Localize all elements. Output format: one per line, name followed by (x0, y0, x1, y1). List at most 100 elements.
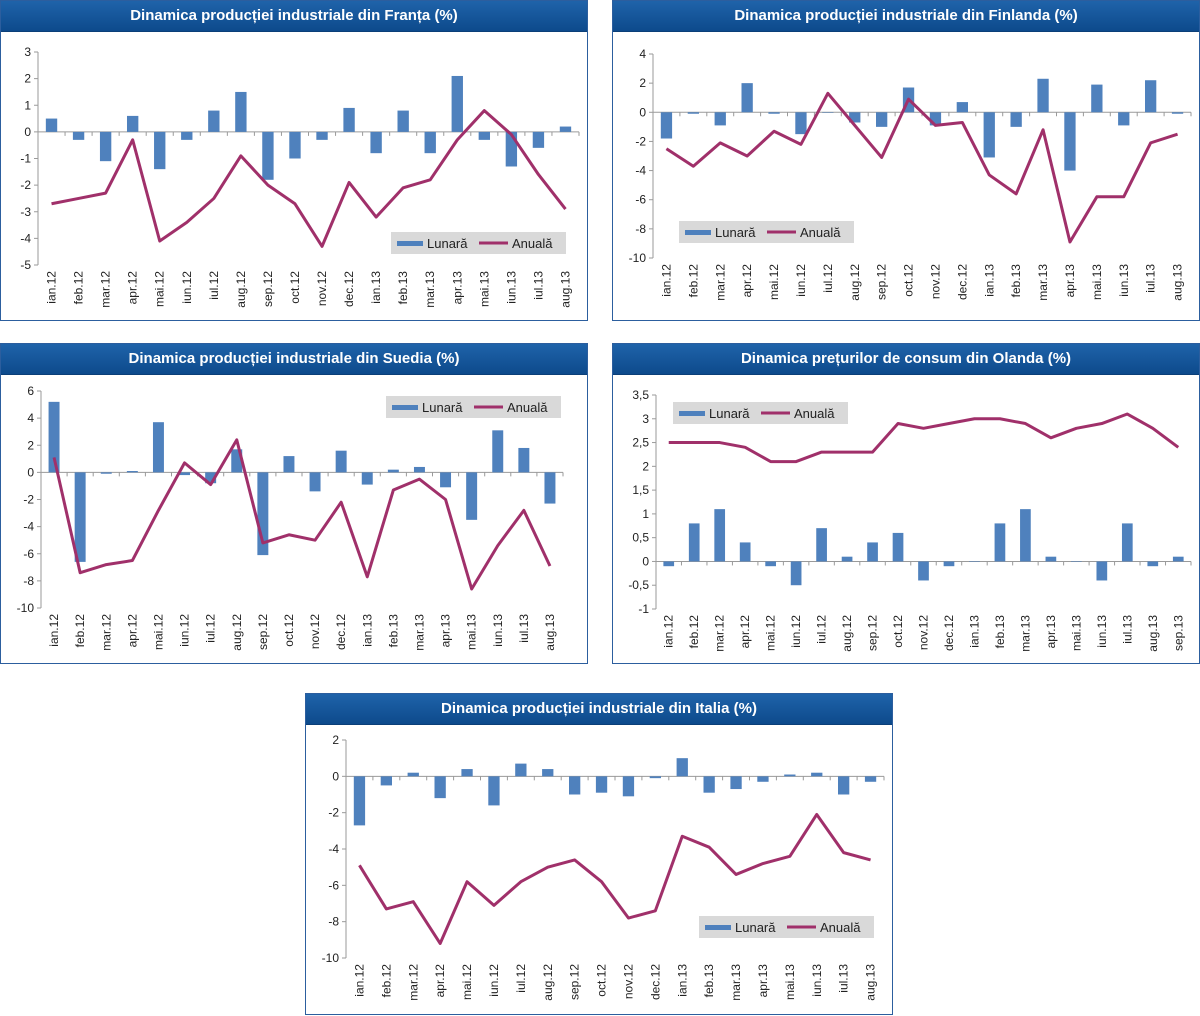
bar-lunara (451, 75, 463, 132)
x-tick-label: feb.12 (686, 264, 700, 298)
y-tick-label: -4 (635, 164, 646, 178)
bar-lunara (461, 769, 473, 777)
bar-lunara (353, 776, 366, 826)
x-tick-label: sep.12 (261, 271, 275, 307)
x-tick-label: mai.13 (465, 614, 479, 650)
bar-lunara (660, 112, 673, 139)
bar-lunara (542, 769, 554, 777)
y-tick-label: -10 (629, 251, 647, 265)
bar-lunara (714, 112, 726, 126)
x-tick-label: ian.12 (352, 964, 366, 997)
x-tick-label: iul.13 (517, 614, 531, 643)
legend-label-lunara: Lunară (715, 225, 756, 240)
bar-lunara (126, 471, 138, 473)
bar-lunara (413, 466, 425, 473)
y-tick-label: 6 (27, 384, 34, 398)
x-tick-label: iul.13 (1120, 615, 1134, 644)
bar-lunara (943, 561, 955, 567)
bar-lunara (370, 131, 382, 154)
bar-lunara (918, 561, 929, 581)
x-tick-label: nov.12 (621, 964, 635, 999)
x-tick-label: oct.12 (288, 271, 302, 304)
bar-lunara (841, 556, 853, 562)
legend-label-lunara: Lunară (709, 406, 750, 421)
x-tick-label: iun.12 (178, 614, 192, 647)
bar-lunara (1045, 556, 1057, 562)
bar-lunara (152, 422, 164, 473)
x-tick-label: mar.13 (423, 271, 437, 308)
y-tick-label: 4 (639, 47, 646, 61)
y-tick-label: 0 (332, 769, 339, 783)
x-tick-label: iul.13 (531, 271, 545, 300)
legend-label-anuala: Anuală (512, 236, 553, 251)
bar-lunara (739, 542, 751, 562)
bar-lunara (569, 776, 581, 795)
bar-lunara (235, 91, 247, 132)
bar-lunara (1172, 556, 1184, 562)
x-tick-label: iun.13 (1117, 264, 1131, 297)
x-tick-label: apr.13 (1044, 615, 1058, 649)
x-tick-label: mai.13 (477, 271, 491, 307)
bar-lunara (714, 509, 726, 562)
legend-label-anuala: Anuală (507, 400, 548, 415)
chart-title: Dinamica producției industriale din Ital… (306, 694, 892, 725)
x-tick-label: ian.13 (360, 614, 374, 647)
x-tick-label: mar.13 (729, 964, 743, 1001)
x-tick-label: feb.13 (396, 271, 410, 305)
chart-title: Dinamica prețurilor de consum din Olanda… (613, 344, 1199, 375)
x-tick-label: mai.13 (1069, 615, 1083, 651)
x-tick-label: ian.12 (47, 614, 61, 647)
chart-panel-sweden: Dinamica producției industriale din Sued… (0, 343, 588, 664)
bar-lunara (208, 110, 220, 132)
x-tick-label: mar.12 (99, 271, 113, 308)
chart-panel-italy: Dinamica producției industriale din Ital… (305, 693, 893, 1015)
bar-lunara (811, 772, 823, 777)
x-tick-label: iun.12 (180, 271, 194, 304)
x-tick-label: dec.12 (942, 615, 956, 651)
y-tick-label: -8 (328, 915, 339, 929)
bar-lunara (864, 776, 877, 782)
bar-lunara (72, 131, 85, 140)
x-tick-label: oct.12 (891, 615, 905, 648)
legend-box (679, 221, 854, 243)
legend-label-anuala: Anuală (800, 225, 841, 240)
y-tick-label: 0 (24, 125, 31, 139)
y-tick-label: 1 (642, 507, 649, 521)
x-tick-label: iul.13 (1144, 264, 1158, 293)
bar-lunara (1064, 112, 1076, 171)
y-tick-label: -1 (638, 602, 649, 616)
bar-lunara (478, 131, 491, 140)
x-tick-label: aug.13 (1146, 615, 1160, 652)
bar-lunara (1091, 84, 1103, 113)
bar-lunara (387, 469, 399, 473)
legend-box (699, 916, 874, 938)
bar-lunara (994, 523, 1006, 562)
y-tick-label: -2 (20, 178, 31, 192)
y-tick-label: 4 (27, 411, 34, 425)
y-tick-label: 1,5 (632, 483, 649, 497)
x-tick-label: oct.12 (902, 264, 916, 297)
bar-lunara (969, 561, 980, 562)
bar-lunara (1145, 80, 1157, 113)
bar-lunara (1096, 561, 1108, 581)
y-tick-label: -10 (17, 601, 35, 615)
bar-lunara (488, 776, 500, 806)
x-tick-label: aug.12 (848, 264, 862, 301)
bar-lunara (1037, 78, 1049, 113)
bar-lunara (983, 112, 995, 158)
y-tick-label: 0 (642, 554, 649, 568)
y-tick-label: -2 (23, 493, 34, 507)
line-anuala (358, 812, 871, 945)
chart-finland: -10 -8 -6 -4 -2 0 2 4 ian.12 feb.12 mar.12 apr.12 ma… (629, 47, 1192, 301)
x-tick-label: sep.12 (875, 264, 889, 300)
y-tick-label: -4 (20, 231, 31, 245)
bar-lunara (741, 83, 753, 113)
bar-lunara (757, 776, 769, 782)
x-tick-label: aug.13 (864, 964, 878, 1001)
legend-label-lunara: Lunară (735, 920, 776, 935)
y-tick-label: -10 (322, 951, 340, 965)
bar-lunara (688, 523, 700, 562)
bar-lunara (257, 472, 269, 556)
bar-lunara (309, 472, 321, 492)
x-tick-label: aug.13 (1171, 264, 1185, 301)
